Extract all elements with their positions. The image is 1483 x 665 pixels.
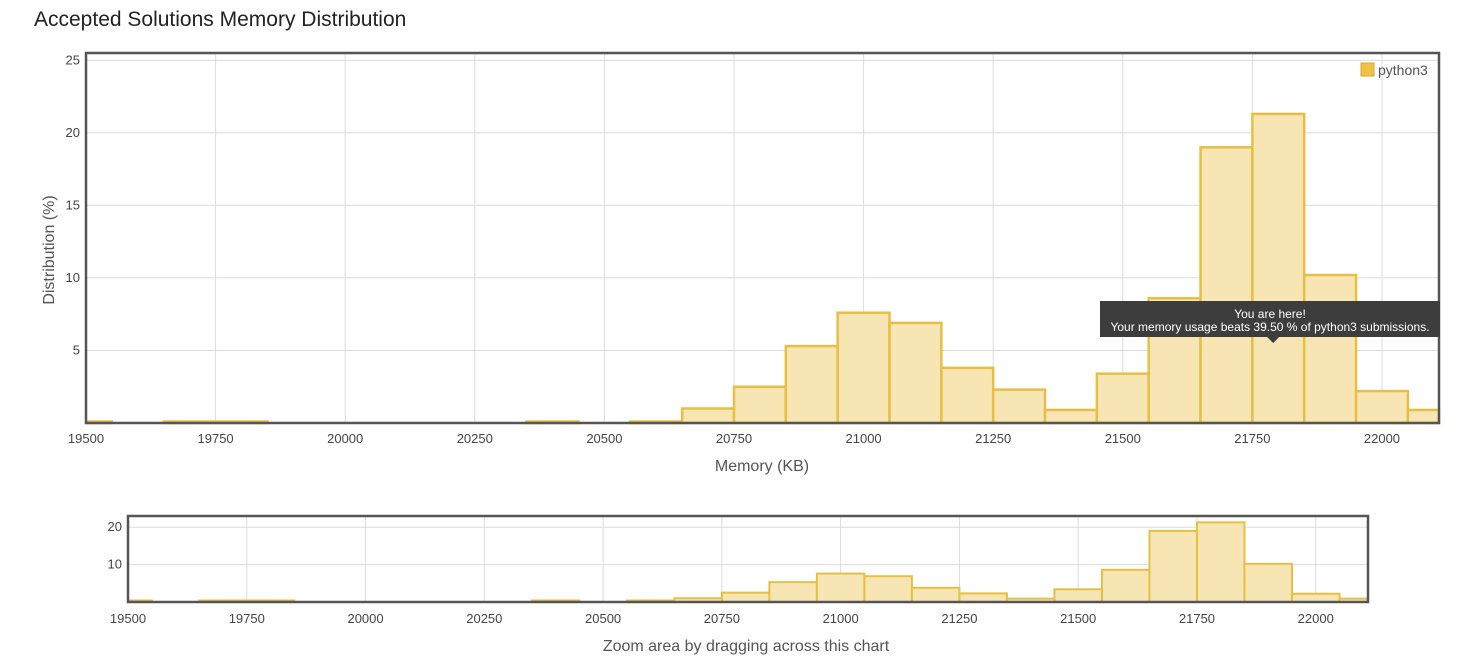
navigator-caption: Zoom area by dragging across this chart xyxy=(603,638,890,655)
tooltip-line-2: Your memory usage beats 39.50 % of pytho… xyxy=(1110,320,1429,334)
main-y-tick-labels: 5 10 15 20 25 xyxy=(66,52,80,357)
legend[interactable]: python3 xyxy=(1360,62,1428,78)
tooltip-pointer xyxy=(1267,337,1280,343)
x-tick-label: 22000 xyxy=(1364,431,1400,446)
histogram-bar[interactable] xyxy=(1251,112,1306,425)
x-tick-label: 22000 xyxy=(1298,611,1334,626)
navigator-bar xyxy=(958,592,1008,604)
histogram-bar[interactable] xyxy=(1095,372,1150,425)
x-tick-label: 21500 xyxy=(1060,611,1096,626)
x-tick-label: 20250 xyxy=(457,431,493,446)
x-tick-label: 20000 xyxy=(347,611,383,626)
navigator-bar xyxy=(910,586,961,604)
x-tick-label: 21750 xyxy=(1234,431,1270,446)
page-title: Accepted Solutions Memory Distribution xyxy=(34,8,407,31)
histogram-bar[interactable] xyxy=(680,407,736,425)
y-axis-title: Distribution (%) xyxy=(41,195,58,304)
navigator-bar xyxy=(1148,529,1198,604)
x-tick-label: 20000 xyxy=(327,431,363,446)
x-tick-label: 20750 xyxy=(704,611,740,626)
x-axis-title: Memory (KB) xyxy=(715,458,809,475)
x-tick-label: 21500 xyxy=(1105,431,1141,446)
x-tick-label: 20750 xyxy=(716,431,752,446)
navigator-bar xyxy=(768,581,818,604)
legend-swatch-python3 xyxy=(1360,62,1375,77)
x-tick-label: 21000 xyxy=(823,611,859,626)
y-tick-label: 20 xyxy=(108,519,122,534)
histogram-bar[interactable] xyxy=(732,385,788,425)
y-tick-label: 20 xyxy=(66,125,80,140)
navigator-y-tick-labels: 10 20 xyxy=(108,519,122,571)
histogram-bar[interactable] xyxy=(784,344,839,425)
navigator-bars xyxy=(127,521,1370,604)
main-bars[interactable] xyxy=(84,112,1441,425)
histogram-bar[interactable] xyxy=(1199,146,1254,425)
x-tick-label: 19750 xyxy=(198,431,234,446)
histogram-bar[interactable] xyxy=(1043,408,1099,425)
navigator-frame[interactable] xyxy=(126,514,1370,604)
x-tick-label: 19500 xyxy=(110,611,146,626)
histogram-bar[interactable] xyxy=(991,388,1047,425)
navigator-bar xyxy=(815,572,866,603)
x-tick-label: 20500 xyxy=(585,611,621,626)
x-tick-label: 19750 xyxy=(229,611,265,626)
tooltip-box xyxy=(1100,301,1440,337)
main-plot-frame xyxy=(84,51,1441,425)
x-tick-label: 21250 xyxy=(941,611,977,626)
navigator-bar xyxy=(1100,568,1151,604)
y-tick-label: 5 xyxy=(73,342,80,357)
histogram-bar[interactable] xyxy=(1302,273,1358,425)
y-tick-label: 10 xyxy=(108,557,122,572)
histogram-bar[interactable] xyxy=(888,321,943,425)
x-tick-label: 21750 xyxy=(1179,611,1215,626)
x-tick-label: 21250 xyxy=(975,431,1011,446)
navigator-bar xyxy=(720,591,771,603)
tooltip-line-1: You are here! xyxy=(1234,307,1306,321)
x-tick-label: 21000 xyxy=(846,431,882,446)
y-tick-label: 25 xyxy=(66,52,80,67)
navigator-bar xyxy=(1243,562,1293,603)
x-tick-label: 20500 xyxy=(586,431,622,446)
legend-label-python3: python3 xyxy=(1378,62,1428,78)
navigator-x-tick-labels: 19500 19750 20000 20250 20500 20750 21000 21250… xyxy=(110,611,1334,626)
histogram-bar[interactable] xyxy=(1354,389,1410,425)
you-are-here-tooltip: You are here! Your memory usage beats 39… xyxy=(1100,301,1440,343)
navigator-bar xyxy=(1195,521,1246,603)
main-x-tick-labels: 19500 19750 20000 20250 20500 20750 21000 21250… xyxy=(68,431,1400,446)
histogram-bar[interactable] xyxy=(940,366,995,425)
y-tick-label: 10 xyxy=(66,270,80,285)
x-tick-label: 20250 xyxy=(466,611,502,626)
navigator-bar xyxy=(863,575,913,604)
histogram-bar[interactable] xyxy=(1406,408,1441,425)
navigator-bar xyxy=(1053,588,1103,603)
histogram-bar[interactable] xyxy=(836,311,891,425)
x-tick-label: 19500 xyxy=(68,431,104,446)
y-tick-label: 15 xyxy=(66,197,80,212)
